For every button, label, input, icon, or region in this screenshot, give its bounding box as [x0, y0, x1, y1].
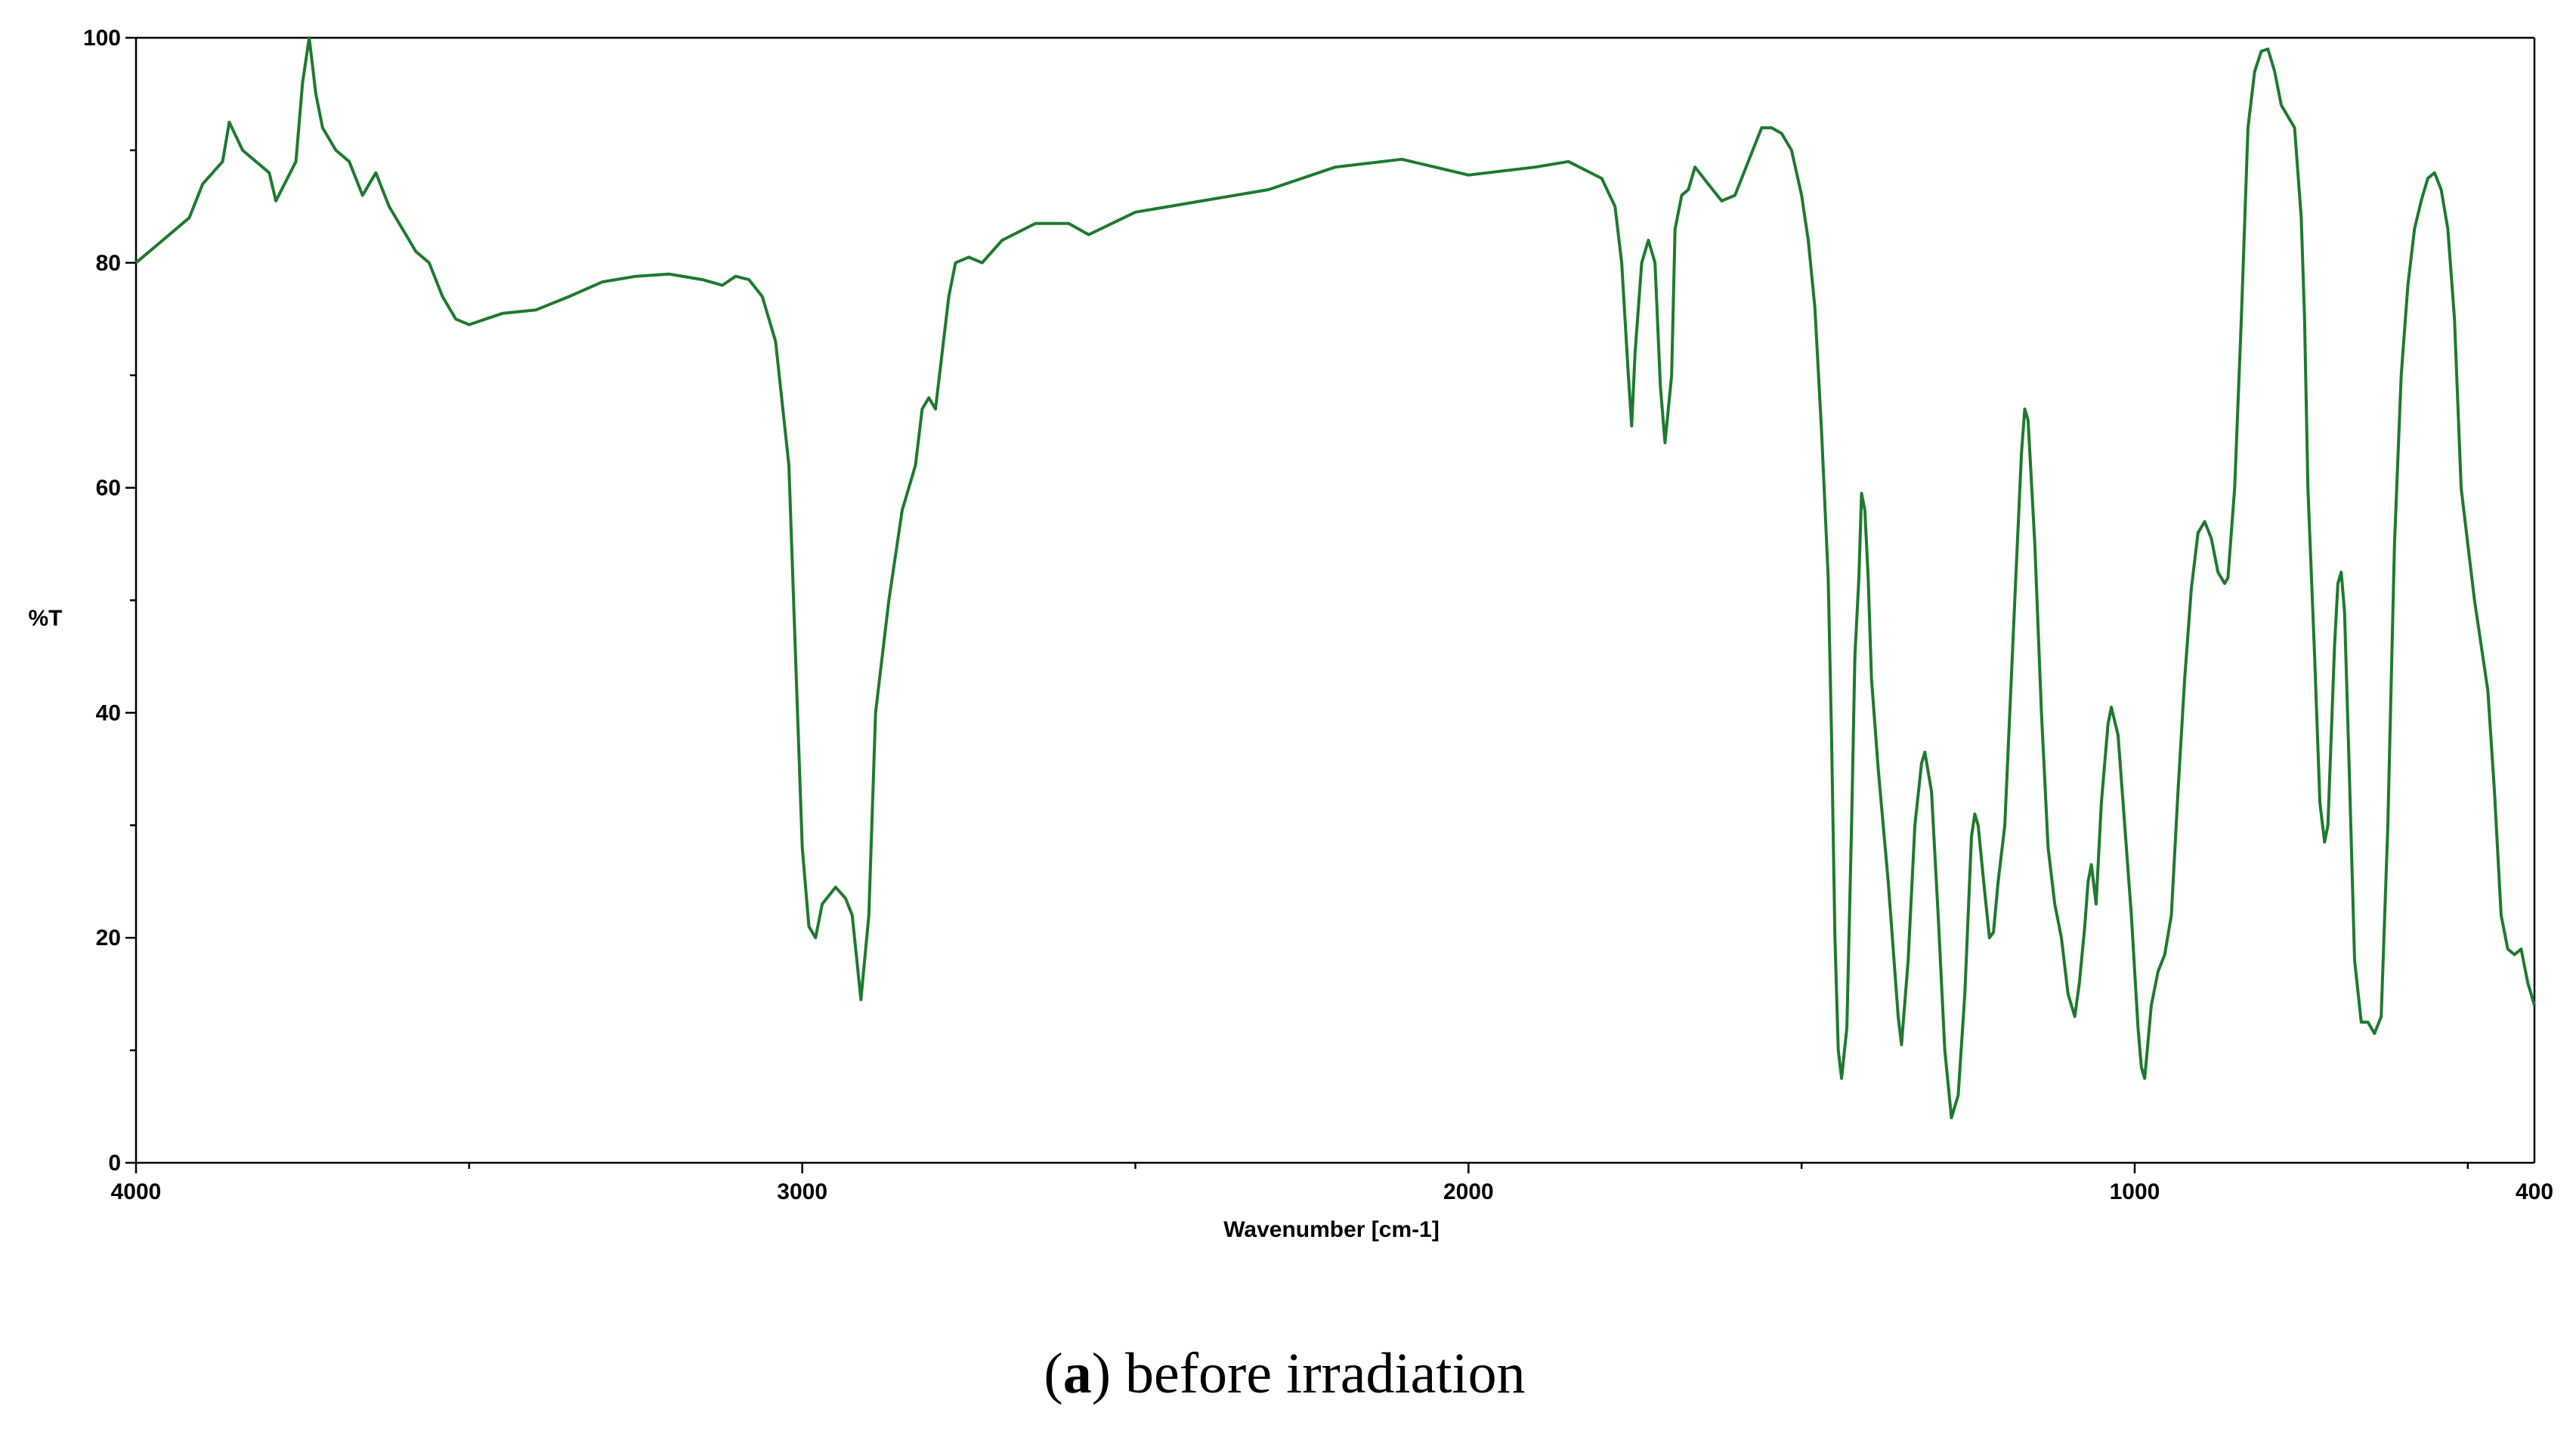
y-tick-label: 80	[96, 251, 121, 276]
x-tick-label: 4000	[111, 1179, 162, 1204]
plot-area: 0 20 40 60 80 100 4000 3000 2000 1000 400	[83, 26, 2553, 1204]
spectrum-line	[135, 36, 2536, 1120]
x-tick-label: 3000	[777, 1179, 827, 1204]
y-tick-label: 0	[108, 1151, 121, 1176]
y-tick-label: 20	[96, 926, 121, 950]
x-axis-label: Wavenumber [cm-1]	[1223, 1217, 1440, 1242]
figure-caption: (a) before irradiation	[1044, 1342, 1525, 1405]
x-ticks: 4000 3000 2000 1000 400	[111, 1163, 2553, 1204]
caption-letter: a	[1063, 1342, 1092, 1405]
x-tick-label: 1000	[2110, 1179, 2160, 1204]
x-tick-label: 2000	[1443, 1179, 1494, 1204]
y-tick-label: 100	[83, 26, 121, 51]
y-axis-label: %T	[29, 606, 63, 631]
y-tick-label: 40	[96, 700, 121, 725]
x-tick-label: 400	[2516, 1179, 2553, 1204]
caption-text: before irradiation	[1111, 1342, 1526, 1405]
y-ticks: 0 20 40 60 80 100	[83, 26, 136, 1176]
y-tick-label: 60	[96, 476, 121, 501]
